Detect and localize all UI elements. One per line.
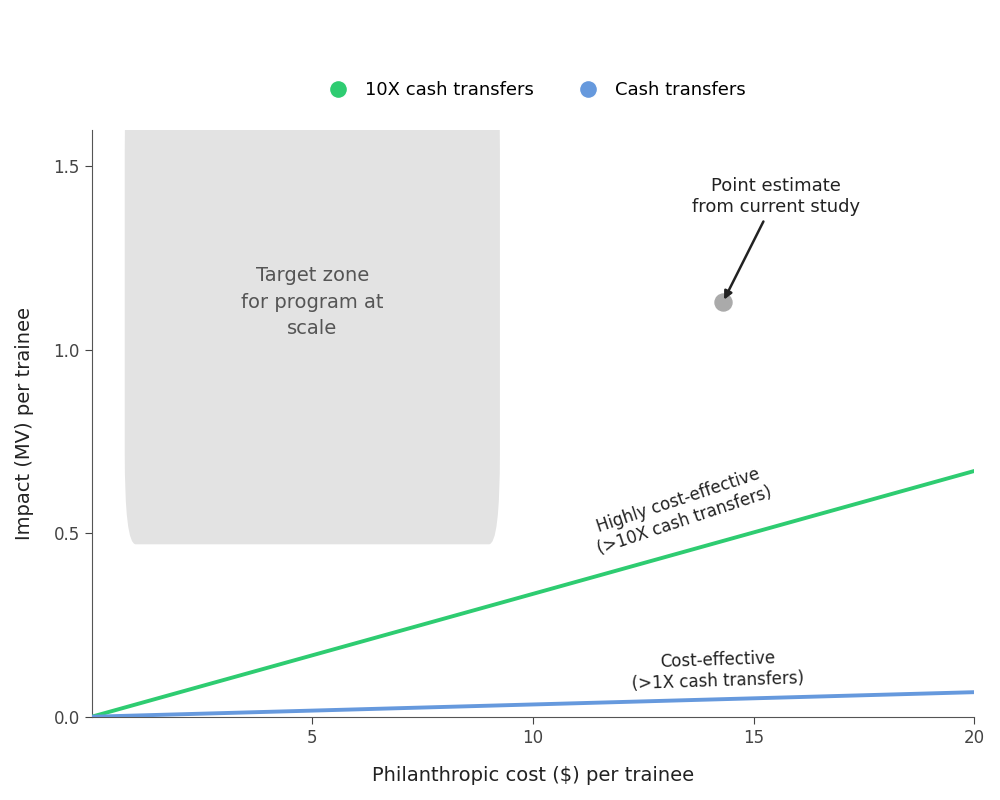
Legend: 10X cash transfers, Cash transfers: 10X cash transfers, Cash transfers xyxy=(313,74,753,106)
Text: Cost-effective
(>1X cash transfers): Cost-effective (>1X cash transfers) xyxy=(631,649,805,693)
Y-axis label: Impact (MV) per trainee: Impact (MV) per trainee xyxy=(15,306,34,540)
Point xyxy=(715,296,731,309)
Text: Target zone
for program at
scale: Target zone for program at scale xyxy=(241,266,384,338)
FancyBboxPatch shape xyxy=(125,60,500,544)
X-axis label: Philanthropic cost ($) per trainee: Philanthropic cost ($) per trainee xyxy=(372,766,694,785)
Text: Point estimate
from current study: Point estimate from current study xyxy=(692,178,860,297)
Text: Highly cost-effective
(>10X cash transfers): Highly cost-effective (>10X cash transfe… xyxy=(589,463,774,558)
